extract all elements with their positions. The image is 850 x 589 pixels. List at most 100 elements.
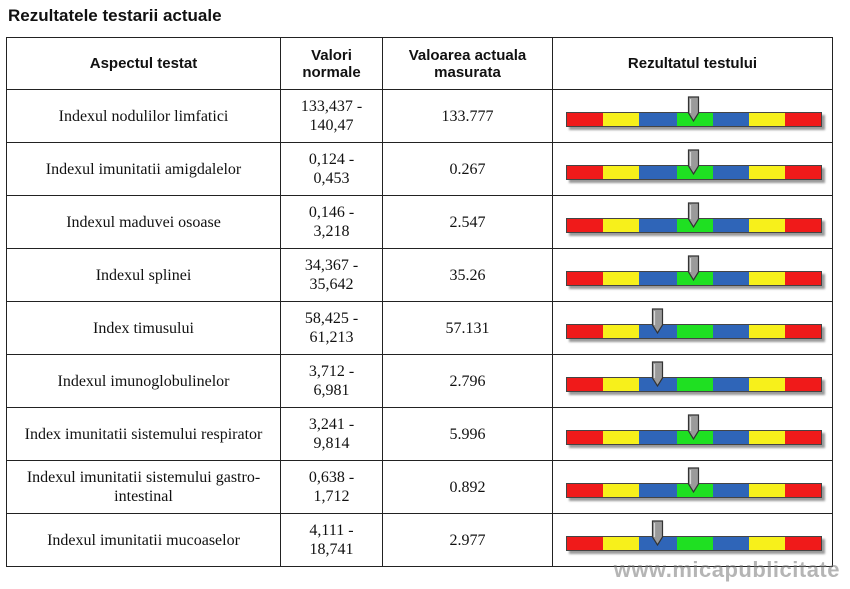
gauge-segment-yellow bbox=[602, 113, 639, 126]
normal-range-cell: 34,367 - 35,642 bbox=[280, 248, 383, 302]
gauge-segment-blue bbox=[638, 219, 677, 232]
gauge-segment-red bbox=[784, 484, 821, 497]
normal-range-high: 61,213 bbox=[309, 329, 354, 346]
normal-range-high: 140,47 bbox=[309, 117, 354, 134]
gauge-segment-blue bbox=[712, 378, 749, 391]
gauge-segment-blue bbox=[712, 166, 749, 179]
gauge-pointer-icon bbox=[687, 414, 700, 441]
gauge-segment-green bbox=[676, 378, 713, 391]
header-row: Aspectul testat Valori normale Valoarea … bbox=[6, 37, 833, 90]
result-gauge bbox=[564, 96, 822, 136]
gauge-segment-green bbox=[676, 325, 713, 338]
normal-range-low: 0,124 - bbox=[308, 151, 355, 168]
aspect-cell: Indexul splinei bbox=[6, 248, 281, 302]
normal-range-high: 35,642 bbox=[309, 276, 354, 293]
gauge-segment-yellow bbox=[602, 166, 639, 179]
gauge-segment-red bbox=[784, 378, 821, 391]
normal-range-cell: 3,712 - 6,981 bbox=[280, 354, 383, 408]
normal-range-low: 0,146 - bbox=[308, 204, 355, 221]
gauge-segment-blue bbox=[712, 113, 749, 126]
gauge-segment-yellow bbox=[748, 484, 785, 497]
gauge-segment-red bbox=[566, 113, 603, 126]
gauge-pointer-icon bbox=[687, 467, 700, 494]
gauge-segment-green bbox=[676, 537, 713, 550]
gauge-pointer-icon bbox=[687, 255, 700, 282]
gauge-pointer-icon bbox=[687, 149, 700, 176]
table-row: Indexul maduvei osoase 0,146 - 3,218 2.547 bbox=[6, 195, 833, 249]
gauge-segment-yellow bbox=[602, 272, 639, 285]
result-gauge-cell bbox=[552, 513, 833, 567]
gauge-segment-yellow bbox=[748, 431, 785, 444]
result-gauge bbox=[564, 520, 822, 560]
normal-range-low: 3,712 - bbox=[308, 363, 355, 380]
aspect-cell: Indexul nodulilor limfatici bbox=[6, 89, 281, 143]
aspect-cell: Indexul imunitatii sistemului gastro-int… bbox=[6, 460, 281, 514]
gauge-segment-yellow bbox=[748, 166, 785, 179]
gauge-segment-blue bbox=[712, 431, 749, 444]
gauge-segment-yellow bbox=[602, 537, 639, 550]
gauge-segment-red bbox=[566, 325, 603, 338]
normal-range-low: 34,367 - bbox=[304, 257, 359, 274]
gauge-segment-yellow bbox=[748, 272, 785, 285]
normal-range-cell: 0,638 - 1,712 bbox=[280, 460, 383, 514]
normal-range-high: 3,218 bbox=[313, 223, 350, 240]
result-gauge-cell bbox=[552, 142, 833, 196]
gauge-segment-red bbox=[784, 272, 821, 285]
measured-value-cell: 5.996 bbox=[382, 407, 553, 461]
header-aspect: Aspectul testat bbox=[6, 37, 281, 90]
gauge-segment-red bbox=[566, 378, 603, 391]
result-gauge-cell bbox=[552, 301, 833, 355]
result-gauge-cell bbox=[552, 407, 833, 461]
result-gauge bbox=[564, 308, 822, 348]
table-row: Index timusului 58,425 - 61,213 57.131 bbox=[6, 301, 833, 355]
measured-value-cell: 57.131 bbox=[382, 301, 553, 355]
gauge-segment-red bbox=[566, 219, 603, 232]
gauge-pointer-icon bbox=[687, 202, 700, 229]
normal-range-low: 3,241 - bbox=[308, 416, 355, 433]
gauge-segment-yellow bbox=[748, 113, 785, 126]
normal-range-cell: 58,425 - 61,213 bbox=[280, 301, 383, 355]
results-table: Aspectul testat Valori normale Valoarea … bbox=[6, 37, 833, 567]
gauge-segment-red bbox=[784, 537, 821, 550]
gauge-segment-yellow bbox=[602, 378, 639, 391]
gauge-pointer-icon bbox=[652, 308, 664, 335]
measured-value-cell: 0.267 bbox=[382, 142, 553, 196]
header-test-result: Rezultatul testului bbox=[552, 37, 833, 90]
gauge-pointer-icon bbox=[652, 361, 664, 388]
measured-value-cell: 2.796 bbox=[382, 354, 553, 408]
result-gauge bbox=[564, 255, 822, 295]
measured-value-cell: 2.547 bbox=[382, 195, 553, 249]
gauge-segment-blue bbox=[638, 484, 677, 497]
gauge-pointer-icon bbox=[652, 520, 664, 547]
normal-range-cell: 0,146 - 3,218 bbox=[280, 195, 383, 249]
table-row: Index imunitatii sistemului respirator 3,… bbox=[6, 407, 833, 461]
table-row: Indexul splinei 34,367 - 35,642 35.26 bbox=[6, 248, 833, 302]
gauge-segment-red bbox=[784, 431, 821, 444]
gauge-segment-blue bbox=[638, 431, 677, 444]
gauge-bar bbox=[565, 430, 822, 445]
normal-range-low: 58,425 - bbox=[304, 310, 359, 327]
gauge-segment-yellow bbox=[602, 431, 639, 444]
table-row: Indexul imunoglobulinelor 3,712 - 6,981 2.7… bbox=[6, 354, 833, 408]
gauge-segment-blue bbox=[638, 166, 677, 179]
gauge-segment-yellow bbox=[602, 325, 639, 338]
table-row: Indexul nodulilor limfatici 133,437 - 140,… bbox=[6, 89, 833, 143]
page-title: Rezultatele testarii actuale bbox=[8, 6, 222, 25]
normal-range-cell: 133,437 - 140,47 bbox=[280, 89, 383, 143]
result-gauge bbox=[564, 361, 822, 401]
gauge-segment-blue bbox=[712, 537, 749, 550]
gauge-segment-red bbox=[566, 537, 603, 550]
gauge-bar bbox=[565, 536, 822, 551]
table-row: Indexul imunitatii amigdalelor 0,124 - 0,4… bbox=[6, 142, 833, 196]
aspect-cell: Indexul imunoglobulinelor bbox=[6, 354, 281, 408]
result-gauge-cell bbox=[552, 354, 833, 408]
normal-range-low: 4,111 - bbox=[309, 522, 354, 539]
gauge-segment-blue bbox=[712, 325, 749, 338]
table-row: Indexul imunitatii sistemului gastro-int… bbox=[6, 460, 833, 514]
gauge-segment-red bbox=[784, 325, 821, 338]
gauge-segment-red bbox=[566, 431, 603, 444]
result-gauge-cell bbox=[552, 89, 833, 143]
result-gauge bbox=[564, 149, 822, 189]
gauge-segment-red bbox=[566, 272, 603, 285]
measured-value-cell: 35.26 bbox=[382, 248, 553, 302]
